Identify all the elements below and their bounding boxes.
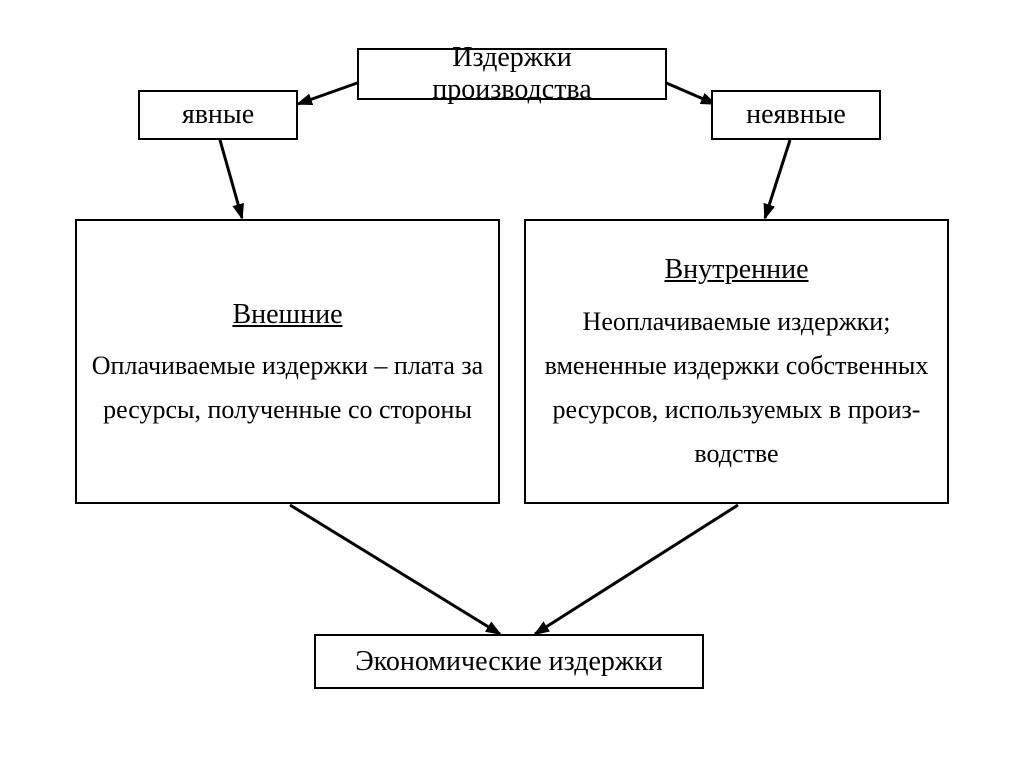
- edge-root-to-implicit: [664, 82, 715, 104]
- node-economic-label: Экономические издержки: [355, 646, 663, 678]
- node-internal-title: Внутренние: [664, 246, 808, 294]
- node-external-body: Оплачиваемые издержки – плата за ресурсы…: [89, 344, 486, 432]
- node-implicit-label: неявные: [746, 99, 846, 131]
- edge-internal-to-economic: [535, 505, 738, 634]
- edge-external-to-economic: [290, 505, 500, 634]
- edge-root-to-explicit: [298, 82, 360, 104]
- node-root: Издержки производства: [357, 48, 667, 100]
- node-explicit: явные: [138, 90, 298, 140]
- node-implicit: неявные: [711, 90, 881, 140]
- node-explicit-label: явные: [182, 99, 254, 131]
- node-external-title: Внешние: [232, 291, 342, 339]
- node-external: Внешние Оплачиваемые издержки – плата за…: [75, 219, 500, 504]
- edge-implicit-to-internal: [765, 140, 790, 218]
- node-internal-body: Неоплачиваемые издержки; вмененные издер…: [538, 300, 935, 477]
- node-internal: Внутренние Неоплачиваемые издержки; вмен…: [524, 219, 949, 504]
- edge-explicit-to-external: [220, 140, 242, 218]
- node-economic: Экономические издержки: [314, 634, 704, 689]
- node-root-label: Издержки производства: [383, 42, 641, 106]
